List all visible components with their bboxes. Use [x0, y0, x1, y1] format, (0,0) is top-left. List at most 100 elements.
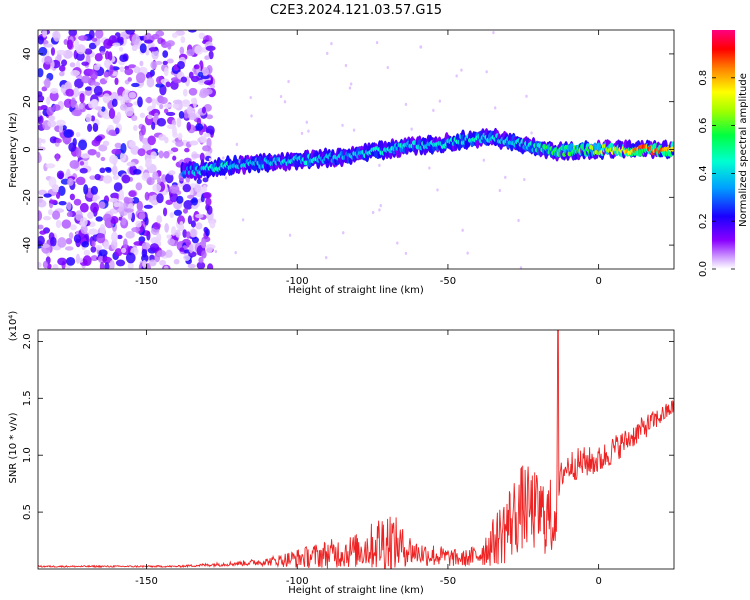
heatmap-cell: [87, 123, 93, 132]
heatmap-cell: [109, 154, 119, 165]
heatmap-cell: [94, 173, 101, 181]
heatmap-cell: [145, 97, 153, 104]
heatmap-cell: [194, 45, 204, 55]
heatmap-cell: [65, 256, 76, 266]
heatmap-cell: [179, 220, 184, 231]
heatmap-cell: [325, 256, 328, 260]
heatmap-cell: [180, 76, 188, 83]
heatmap-cell: [151, 33, 160, 40]
heatmap-cell: [124, 68, 134, 76]
heatmap-cell: [58, 201, 67, 206]
heatmap-cell: [69, 159, 80, 169]
heatmap-cell: [63, 129, 73, 138]
heatmap-cell: [94, 53, 103, 62]
heatmap-cell: [75, 147, 82, 159]
heatmap-cell: [104, 50, 110, 61]
heatmap-cell: [165, 81, 171, 88]
heatmap-cell: [120, 142, 127, 154]
heatmap-cell: [96, 233, 106, 244]
heatmap-cell: [191, 203, 199, 210]
heatmap-cell: [71, 109, 82, 117]
heatmap-cell: [112, 42, 121, 47]
heatmap-cell: [38, 189, 48, 196]
heatmap-cell: [150, 151, 157, 160]
heatmap-cell: [116, 36, 124, 43]
heatmap-cell: [43, 215, 52, 221]
heatmap-cell: [182, 88, 188, 97]
heatmap-cell: [165, 249, 173, 258]
heatmap-cell: [65, 88, 75, 97]
heatmap-cell: [137, 148, 146, 157]
heatmap-cell: [127, 64, 137, 69]
colorbar-tick-label: 0.0: [698, 261, 709, 277]
x-tick-label: -150: [135, 276, 158, 287]
heatmap-cell: [159, 259, 167, 266]
heatmap-cell: [300, 131, 304, 135]
heatmap-cell: [188, 243, 194, 254]
heatmap-cell: [98, 201, 106, 209]
y-tick-label: 1.5: [22, 390, 33, 406]
heatmap-cell: [83, 184, 89, 195]
heatmap-cell: [186, 105, 193, 116]
heatmap-cell: [38, 235, 45, 246]
heatmap-cell: [116, 234, 123, 240]
heatmap-cell: [66, 39, 73, 50]
heatmap-cell: [39, 230, 47, 235]
heatmap-cell: [94, 245, 103, 250]
heatmap-cell: [117, 95, 123, 101]
heatmap-cell: [85, 113, 92, 123]
heatmap-cell: [102, 213, 112, 223]
heatmap-cell: [88, 228, 99, 235]
heatmap-cell: [208, 50, 214, 60]
heatmap-cell: [163, 66, 169, 77]
heatmap-cell: [186, 121, 191, 131]
heatmap-cell: [190, 220, 196, 228]
heatmap-cell: [81, 75, 91, 84]
heatmap-cell: [44, 43, 54, 48]
colorbar-gradient: [712, 30, 735, 269]
heatmap-cell: [132, 168, 142, 175]
heatmap-cell: [171, 32, 178, 39]
heatmap-cell: [51, 184, 60, 193]
heatmap-cell: [172, 99, 183, 105]
heatmap-cell: [56, 49, 66, 56]
heatmap-cell: [190, 97, 197, 104]
heatmap-cell: [209, 83, 215, 90]
heatmap-cell: [125, 231, 135, 239]
y-tick-label: 0.5: [22, 504, 33, 520]
heatmap-cell: [205, 125, 215, 136]
heatmap-cell: [166, 234, 172, 239]
heatmap-cell: [60, 84, 66, 94]
heatmap-cell: [55, 153, 60, 162]
heatmap-cell: [183, 199, 193, 210]
heatmap-cell: [121, 174, 131, 184]
heatmap-cell: [151, 98, 157, 109]
heatmap-cell: [110, 216, 119, 225]
heatmap-cell: [110, 208, 117, 214]
heatmap-cell: [525, 94, 528, 98]
heatmap-cell: [180, 36, 186, 44]
heatmap-cell: [49, 236, 57, 247]
heatmap-cell: [68, 142, 77, 152]
heatmap-cell: [135, 72, 146, 84]
heatmap-cell: [50, 47, 56, 56]
heatmap-cell: [187, 194, 195, 199]
heatmap-cell: [206, 114, 213, 120]
heatmap-cell: [204, 55, 210, 60]
heatmap-cell: [103, 71, 110, 78]
heatmap-cell: [38, 94, 45, 103]
heatmap-cell: [396, 241, 399, 245]
heatmap-cell: [108, 108, 116, 119]
heatmap-cell: [146, 77, 155, 88]
heatmap-cell: [179, 46, 185, 55]
heatmap-cell: [141, 254, 149, 263]
heatmap-cell: [386, 65, 389, 70]
heatmap-cell: [142, 260, 147, 269]
heatmap-cell: [90, 202, 100, 214]
heatmap-cell: [145, 157, 152, 167]
heatmap-cell: [43, 193, 52, 198]
heatmap-cell: [131, 115, 138, 122]
heatmap-cell: [144, 39, 153, 44]
heatmap-cell: [91, 240, 96, 247]
heatmap-cell: [164, 136, 169, 144]
